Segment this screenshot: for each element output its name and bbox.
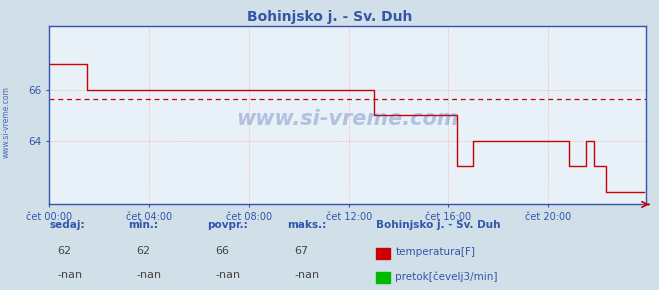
Text: 66: 66 — [215, 246, 229, 256]
Text: -nan: -nan — [136, 270, 161, 280]
Text: min.:: min.: — [129, 220, 159, 230]
Text: www.si-vreme.com: www.si-vreme.com — [237, 109, 459, 129]
Text: pretok[čevelj3/min]: pretok[čevelj3/min] — [395, 272, 498, 282]
Text: 67: 67 — [295, 246, 308, 256]
Text: www.si-vreme.com: www.si-vreme.com — [2, 86, 11, 158]
Text: -nan: -nan — [57, 270, 82, 280]
Text: temperatura[F]: temperatura[F] — [395, 247, 475, 257]
Text: 62: 62 — [136, 246, 150, 256]
Text: 62: 62 — [57, 246, 71, 256]
Text: Bohinjsko j. - Sv. Duh: Bohinjsko j. - Sv. Duh — [376, 220, 500, 230]
Text: -nan: -nan — [295, 270, 320, 280]
Text: sedaj:: sedaj: — [49, 220, 85, 230]
Text: povpr.:: povpr.: — [208, 220, 248, 230]
Text: -nan: -nan — [215, 270, 241, 280]
Text: Bohinjsko j. - Sv. Duh: Bohinjsko j. - Sv. Duh — [247, 10, 412, 24]
Text: maks.:: maks.: — [287, 220, 326, 230]
